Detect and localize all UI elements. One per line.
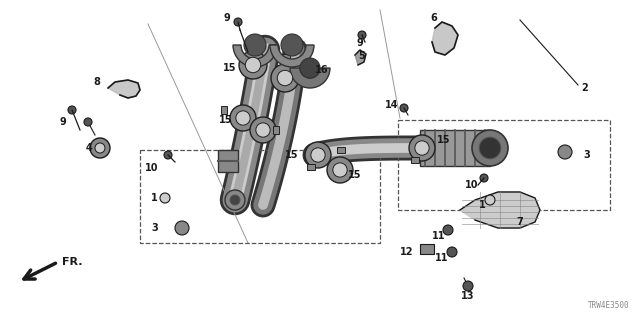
Circle shape [558,145,572,159]
Text: 10: 10 [465,180,478,190]
Text: 4: 4 [85,143,92,153]
Text: 13: 13 [461,291,475,301]
Text: 15: 15 [348,170,362,180]
Bar [282,54,290,60]
Text: 16: 16 [315,65,328,75]
Bar [398,120,610,210]
Circle shape [164,151,172,159]
Circle shape [250,117,276,143]
Circle shape [400,104,408,112]
Circle shape [479,137,501,159]
Bar [221,106,227,114]
Polygon shape [355,50,366,65]
Bar [420,130,490,166]
Text: 5: 5 [358,51,365,61]
Text: 15: 15 [285,150,298,160]
Circle shape [175,221,189,235]
Text: 6: 6 [430,13,436,23]
Bar [411,157,419,163]
Circle shape [225,190,245,210]
Text: 1: 1 [479,200,486,210]
Circle shape [230,105,256,131]
Polygon shape [108,80,140,98]
Text: 2: 2 [581,83,588,93]
Circle shape [256,123,270,137]
Circle shape [358,31,366,39]
Circle shape [443,225,453,235]
Circle shape [68,106,76,114]
Text: 12: 12 [399,247,413,257]
Wedge shape [290,68,330,88]
Circle shape [236,111,250,125]
Bar [218,150,238,172]
Text: 3: 3 [583,150,589,160]
Circle shape [327,157,353,183]
Circle shape [230,195,240,205]
Circle shape [472,130,508,166]
Circle shape [485,195,495,205]
Wedge shape [233,45,277,67]
Wedge shape [270,45,314,67]
Text: TRW4E3500: TRW4E3500 [588,301,630,310]
Circle shape [90,138,110,158]
Circle shape [480,174,488,182]
Circle shape [95,143,105,153]
Text: 9: 9 [356,38,363,48]
Text: 8: 8 [93,77,100,87]
Bar [337,147,345,153]
Text: 9: 9 [60,117,66,127]
Bar [307,164,315,170]
Bar [140,150,380,243]
Text: 14: 14 [385,100,398,110]
Text: 10: 10 [145,163,158,173]
Circle shape [300,58,320,78]
Text: FR.: FR. [62,257,83,267]
Text: 3: 3 [151,223,158,233]
Circle shape [277,70,292,86]
Bar [420,244,434,254]
Circle shape [415,141,429,155]
Bar [250,41,258,47]
Circle shape [234,18,242,26]
Circle shape [333,163,347,177]
Circle shape [271,64,299,92]
Text: 1: 1 [151,193,158,203]
Polygon shape [432,22,458,55]
Polygon shape [460,192,540,228]
Text: 15: 15 [436,135,450,145]
Circle shape [305,142,331,168]
Text: 11: 11 [435,253,448,263]
Circle shape [409,135,435,161]
Circle shape [239,51,267,79]
Text: 9: 9 [223,13,230,23]
Circle shape [244,34,266,56]
Text: 15: 15 [223,63,236,73]
Circle shape [160,193,170,203]
Text: 15: 15 [218,115,232,125]
Circle shape [463,281,473,291]
Circle shape [281,34,303,56]
Circle shape [311,148,325,162]
Text: 11: 11 [431,231,445,241]
Bar [273,126,279,134]
Circle shape [447,247,457,257]
Circle shape [245,57,260,73]
Text: 7: 7 [516,217,523,227]
Circle shape [84,118,92,126]
